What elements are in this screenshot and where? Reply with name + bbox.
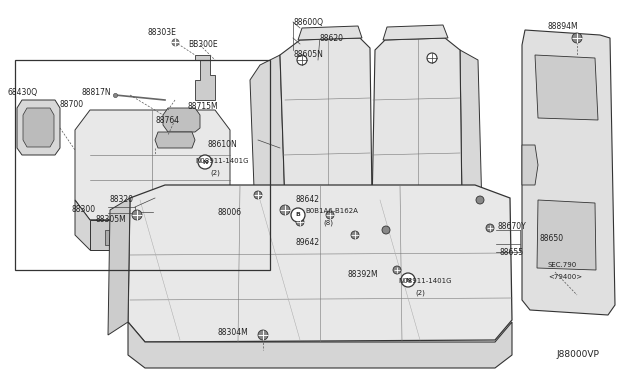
Circle shape bbox=[486, 224, 494, 232]
Text: B0B1A6-B162A: B0B1A6-B162A bbox=[305, 208, 358, 214]
Polygon shape bbox=[522, 145, 538, 185]
Circle shape bbox=[326, 211, 334, 219]
Text: B: B bbox=[296, 212, 300, 218]
Polygon shape bbox=[537, 200, 596, 270]
Circle shape bbox=[254, 191, 262, 199]
Text: 88320: 88320 bbox=[110, 195, 134, 204]
Polygon shape bbox=[280, 38, 372, 218]
Polygon shape bbox=[155, 132, 195, 148]
Text: 88006: 88006 bbox=[218, 208, 242, 217]
Polygon shape bbox=[128, 322, 512, 368]
Text: (2): (2) bbox=[415, 290, 425, 296]
Circle shape bbox=[476, 196, 484, 204]
Text: 88715M: 88715M bbox=[188, 102, 219, 111]
Polygon shape bbox=[105, 230, 195, 245]
Polygon shape bbox=[75, 200, 230, 250]
Polygon shape bbox=[455, 50, 482, 222]
Circle shape bbox=[572, 33, 582, 43]
Circle shape bbox=[132, 210, 142, 220]
Text: 89642: 89642 bbox=[296, 238, 320, 247]
Polygon shape bbox=[17, 100, 60, 155]
Text: 88600Q: 88600Q bbox=[293, 18, 323, 27]
Circle shape bbox=[258, 330, 268, 340]
Circle shape bbox=[401, 273, 415, 287]
Polygon shape bbox=[383, 25, 448, 40]
Polygon shape bbox=[90, 220, 215, 250]
Text: (2): (2) bbox=[210, 170, 220, 176]
Polygon shape bbox=[108, 198, 130, 335]
Polygon shape bbox=[372, 38, 462, 220]
Text: 88764: 88764 bbox=[155, 116, 179, 125]
Circle shape bbox=[296, 218, 304, 226]
Text: (8): (8) bbox=[323, 220, 333, 227]
Text: 88303E: 88303E bbox=[148, 28, 177, 37]
Polygon shape bbox=[535, 55, 598, 120]
Polygon shape bbox=[163, 108, 200, 132]
Text: 88304M: 88304M bbox=[218, 328, 249, 337]
Text: 88650: 88650 bbox=[540, 234, 564, 243]
Text: 88300: 88300 bbox=[72, 205, 96, 214]
Circle shape bbox=[297, 55, 307, 65]
Circle shape bbox=[280, 205, 290, 215]
Polygon shape bbox=[195, 55, 215, 100]
Text: J88000VP: J88000VP bbox=[556, 350, 599, 359]
Text: N: N bbox=[405, 278, 411, 282]
Text: 88610N: 88610N bbox=[208, 140, 237, 149]
Text: N: N bbox=[202, 160, 208, 164]
Text: 88642: 88642 bbox=[296, 195, 320, 204]
Text: 68430Q: 68430Q bbox=[8, 88, 38, 97]
Text: 88620: 88620 bbox=[320, 34, 344, 43]
Polygon shape bbox=[128, 185, 512, 342]
Polygon shape bbox=[522, 30, 615, 315]
Circle shape bbox=[382, 226, 390, 234]
Text: 88392M: 88392M bbox=[348, 270, 379, 279]
Text: <79400>: <79400> bbox=[548, 274, 582, 280]
Circle shape bbox=[427, 53, 437, 63]
Text: 88894M: 88894M bbox=[548, 22, 579, 31]
Text: 88305M: 88305M bbox=[95, 215, 125, 224]
Text: 88655: 88655 bbox=[500, 248, 524, 257]
Text: SEC.790: SEC.790 bbox=[548, 262, 577, 268]
Circle shape bbox=[393, 266, 401, 274]
Circle shape bbox=[351, 231, 359, 239]
Bar bbox=[15, 60, 270, 270]
Text: 88670Y: 88670Y bbox=[497, 222, 525, 231]
Polygon shape bbox=[75, 110, 230, 220]
Circle shape bbox=[291, 208, 305, 222]
Text: 88700: 88700 bbox=[60, 100, 84, 109]
Text: N08911-1401G: N08911-1401G bbox=[398, 278, 451, 284]
Text: 88605N: 88605N bbox=[293, 50, 323, 59]
Text: N08911-1401G: N08911-1401G bbox=[195, 158, 248, 164]
Polygon shape bbox=[23, 108, 54, 147]
Polygon shape bbox=[250, 55, 285, 218]
Text: 88817N: 88817N bbox=[82, 88, 111, 97]
Text: BB300E: BB300E bbox=[188, 40, 218, 49]
Circle shape bbox=[198, 155, 212, 169]
Polygon shape bbox=[298, 26, 362, 40]
